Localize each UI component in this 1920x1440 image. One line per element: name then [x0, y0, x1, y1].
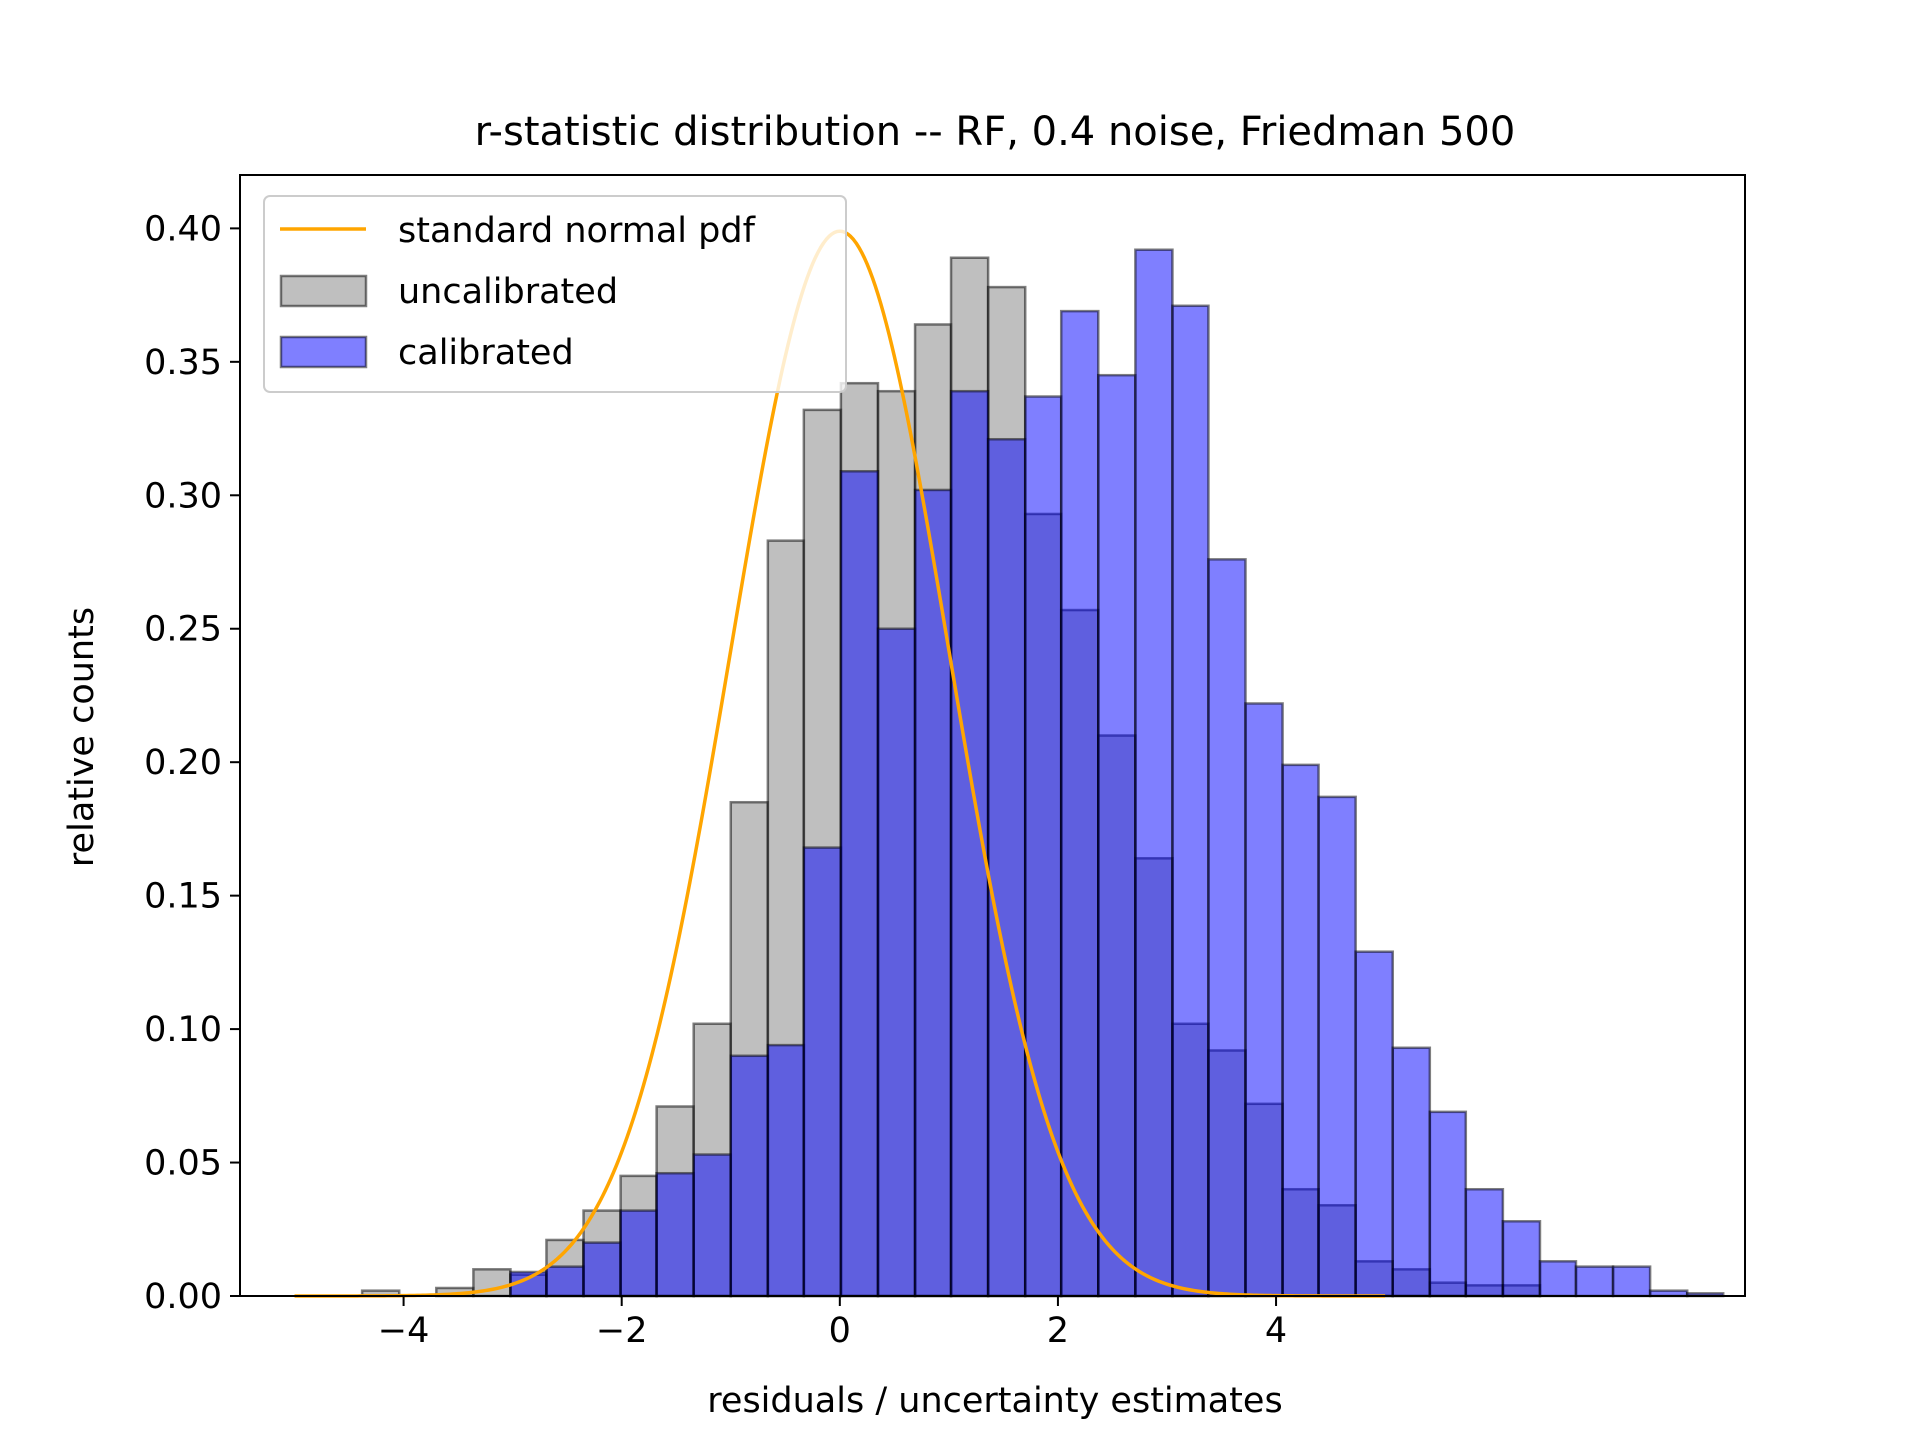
x-tick-label: 2 [1047, 1311, 1069, 1351]
y-tick-label: 0.40 [144, 209, 222, 249]
calibrated-bar-3 [619, 1209, 658, 1298]
calibrated-bar-1 [545, 1265, 585, 1298]
legend-box [263, 195, 847, 393]
calibrated-bar-23 [1354, 950, 1394, 1298]
calibrated-bar-20 [1244, 702, 1284, 1298]
calibrated-bar-15 [1059, 309, 1100, 1298]
calibrated-bar-29 [1574, 1265, 1615, 1298]
calibrated-bar-22 [1317, 795, 1357, 1298]
legend-label-calibrated: calibrated [398, 333, 574, 373]
legend: standard normal pdf uncalibrated calibra… [263, 195, 847, 393]
calibrated-bar-28 [1538, 1260, 1578, 1298]
calibrated-bar-24 [1391, 1046, 1432, 1298]
calibrated-bar-21 [1281, 763, 1320, 1298]
calibrated-bar-16 [1097, 373, 1137, 1298]
legend-label-pdf: standard normal pdf [398, 211, 756, 251]
legend-swatch-uncalibrated [279, 274, 368, 308]
calibrated-bar-14 [1023, 395, 1063, 1298]
y-tick-label: 0.25 [144, 610, 222, 650]
x-tick-label: 0 [829, 1311, 851, 1351]
y-axis-label: relative counts [62, 607, 102, 867]
calibrated-bar-25 [1428, 1110, 1468, 1298]
chart-title: r-statistic distribution -- RF, 0.4 nois… [475, 109, 1516, 155]
calibrated-bar-6 [729, 1054, 770, 1298]
calibrated-bar-19 [1207, 558, 1247, 1298]
calibrated-bar-10 [876, 627, 917, 1298]
y-tick-label: 0.15 [144, 877, 222, 917]
calibrated-bar-13 [986, 437, 1027, 1298]
calibrated-bar-17 [1134, 248, 1174, 1298]
calibrated-bar-5 [692, 1153, 733, 1298]
y-tick-label: 0.10 [144, 1010, 222, 1050]
y-tick-label: 0.35 [144, 343, 222, 383]
calibrated-bar-30 [1611, 1265, 1652, 1298]
legend-swatch-calibrated [279, 335, 368, 369]
y-tick-label: 0.00 [144, 1277, 222, 1317]
x-tick-label: −4 [378, 1311, 430, 1351]
y-tick-label: 0.20 [144, 743, 222, 783]
y-axis: 0.00 0.05 0.10 0.15 0.20 0.25 0.30 0.35 0.40 [144, 209, 240, 1317]
calibrated-bar-2 [582, 1241, 622, 1298]
calibrated-bar-11 [913, 488, 953, 1298]
x-axis-label: residuals / uncertainty estimates [707, 1381, 1282, 1421]
calibrated-bar-18 [1171, 304, 1210, 1298]
calibrated-bar-9 [839, 470, 880, 1298]
plot-frame [239, 174, 1746, 1297]
x-tick-label: −2 [596, 1311, 648, 1351]
x-axis: −4 −2 0 2 4 [378, 1296, 1287, 1351]
legend-label-uncalibrated: uncalibrated [398, 272, 618, 312]
calibrated-bar-7 [766, 1043, 806, 1298]
calibrated-bar-8 [802, 846, 843, 1298]
x-tick-label: 4 [1265, 1311, 1287, 1351]
y-tick-label: 0.30 [144, 476, 222, 516]
y-tick-label: 0.05 [144, 1144, 222, 1184]
calibrated-bars [509, 248, 1725, 1298]
calibrated-bar-27 [1501, 1220, 1542, 1298]
calibrated-bar-4 [655, 1171, 695, 1298]
calibrated-bar-26 [1464, 1187, 1505, 1298]
